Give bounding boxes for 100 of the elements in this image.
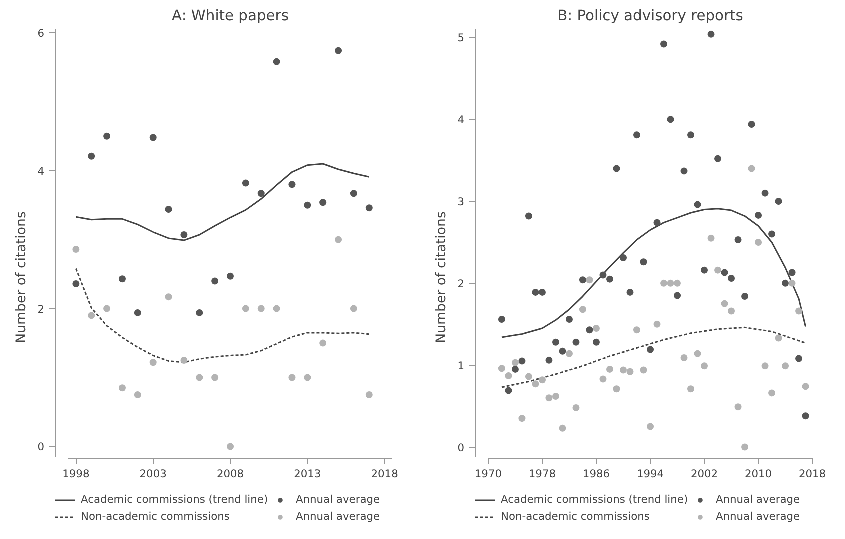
point <box>606 276 614 283</box>
point <box>518 415 526 422</box>
point <box>88 152 96 160</box>
point <box>694 350 702 358</box>
point <box>762 190 769 197</box>
x-tick-label: 2013 <box>294 467 322 480</box>
point <box>579 276 586 284</box>
point <box>366 392 373 399</box>
x-tick-label: 1978 <box>528 467 556 480</box>
point <box>782 362 790 370</box>
point <box>721 300 728 308</box>
point <box>304 202 312 209</box>
point <box>134 309 142 316</box>
y-tick-label: 4 <box>38 164 45 178</box>
point <box>572 338 580 346</box>
point <box>640 366 648 374</box>
x-tick-label: 2018 <box>371 467 399 480</box>
point <box>273 305 280 312</box>
point <box>350 305 358 312</box>
point <box>165 206 172 213</box>
point <box>532 288 540 296</box>
point <box>680 168 688 175</box>
point <box>150 134 157 142</box>
point <box>366 204 373 212</box>
point <box>288 181 296 188</box>
point <box>165 294 172 301</box>
point <box>640 258 648 266</box>
point <box>667 116 674 124</box>
point <box>552 338 560 346</box>
point <box>320 340 327 347</box>
point <box>701 362 708 370</box>
x-tick-label: 2010 <box>744 467 772 480</box>
point <box>714 155 722 162</box>
point <box>212 374 219 382</box>
point <box>258 305 265 312</box>
point <box>586 276 594 284</box>
point <box>613 386 620 393</box>
point <box>626 288 634 296</box>
point <box>546 356 553 364</box>
point <box>734 404 742 411</box>
point <box>538 288 546 296</box>
point <box>525 373 532 380</box>
point <box>335 47 342 54</box>
x-tick-label: 1998 <box>62 467 90 480</box>
x-tick-label: 1986 <box>582 467 610 480</box>
chart-title: B: Policy advisory reports <box>558 8 744 24</box>
point <box>505 387 512 394</box>
point <box>505 372 512 380</box>
point <box>512 359 519 366</box>
point <box>196 374 204 382</box>
point <box>768 390 776 397</box>
point <box>134 392 142 399</box>
point <box>701 266 708 274</box>
legend-label: Non-academic commissions <box>501 510 650 523</box>
y-axis-title: Number of citations <box>14 212 30 344</box>
point <box>196 309 204 316</box>
point <box>335 236 342 244</box>
y-tick-label: 2 <box>38 302 44 316</box>
y-tick-label: 5 <box>458 32 464 45</box>
x-tick-label: 2018 <box>798 467 826 480</box>
point <box>788 269 796 276</box>
point <box>742 293 749 300</box>
point <box>660 40 668 48</box>
x-tick-label: 2002 <box>690 467 718 480</box>
legend-label: Non-academic commissions <box>81 510 230 523</box>
point <box>579 306 586 314</box>
point <box>802 383 810 390</box>
point <box>498 365 506 372</box>
line-series <box>75 268 370 364</box>
point <box>242 305 250 312</box>
point <box>721 269 728 276</box>
point <box>688 386 695 393</box>
point <box>586 326 594 334</box>
point <box>320 199 327 206</box>
point <box>674 292 682 300</box>
y-tick-label: 2 <box>458 277 464 290</box>
point <box>150 359 157 366</box>
y-axis-title: Number of citations <box>434 212 450 344</box>
point <box>626 368 634 376</box>
point <box>600 272 607 279</box>
point <box>633 326 640 334</box>
point <box>118 276 126 283</box>
point <box>566 350 573 358</box>
legend-label: Annual average <box>716 493 800 506</box>
point <box>532 380 540 388</box>
x-tick-label: 1994 <box>636 467 664 480</box>
point <box>242 180 250 187</box>
y-tick-label: 0 <box>458 441 465 454</box>
point <box>592 338 600 346</box>
point <box>775 334 782 342</box>
point <box>518 358 526 365</box>
legend-label: Annual average <box>296 510 380 523</box>
point <box>674 280 682 287</box>
point <box>688 132 695 139</box>
y-tick-label: 6 <box>38 26 45 40</box>
point <box>748 121 756 128</box>
point <box>258 190 265 198</box>
line-series <box>501 326 807 388</box>
point <box>694 201 702 208</box>
point <box>660 280 668 287</box>
